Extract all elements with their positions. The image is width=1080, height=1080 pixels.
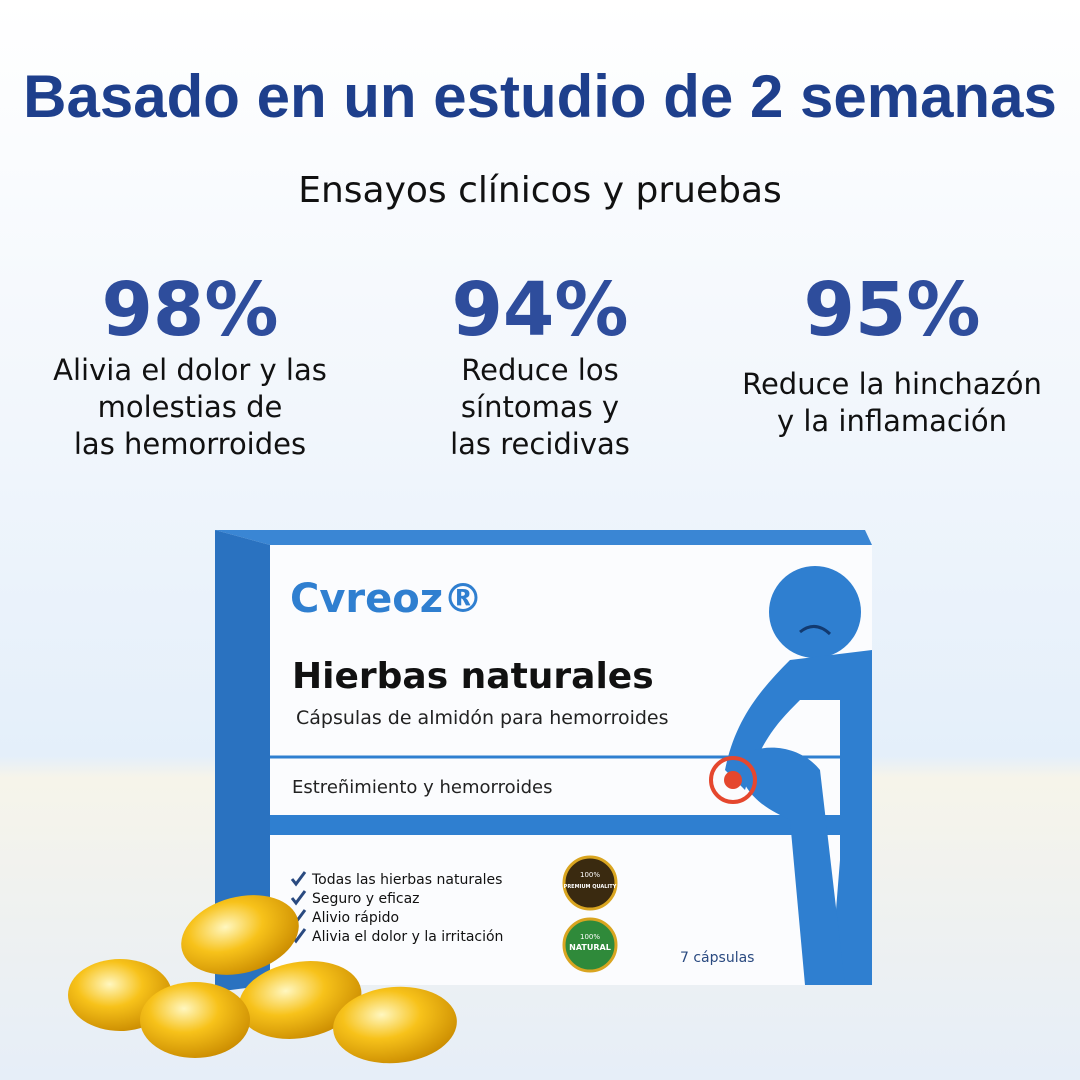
badge (562, 855, 618, 911)
pain-dot (724, 771, 742, 789)
check-icon (290, 890, 307, 906)
product-name: Hierbas naturales (292, 656, 654, 697)
benefits: Todas las hierbas naturales Seguro y efic… (290, 871, 503, 945)
capsules (68, 895, 457, 1064)
stat-label-line: y la inflamación (776, 404, 1008, 438)
badge (562, 917, 618, 973)
brand: Cvreoz® (290, 576, 483, 622)
face (799, 625, 832, 636)
stat-label-line: molestias de (97, 390, 283, 424)
badge-top: 100% (580, 933, 600, 941)
capsule-count: 7 cápsulas (680, 950, 754, 966)
badge-top: 100% (580, 871, 600, 879)
box-top (215, 530, 872, 545)
stat-label-line: las hemorroides (73, 427, 307, 461)
stat: 98% Alivia el dolor y las molestias de las … (20, 268, 360, 463)
figure (725, 566, 872, 985)
benefit: Alivia el dolor y la irritación (312, 929, 503, 945)
check-icon (290, 871, 307, 887)
stat-label-line: Reduce los (461, 353, 619, 387)
stat-label: Alivia el dolor y las molestias de las hem… (20, 352, 360, 463)
tagline: Estreñimiento y hemorroides (292, 777, 553, 798)
badge-label: NATURAL (569, 943, 611, 952)
badges: 100% PREMIUM QUALITY 100% NATURAL (562, 855, 618, 973)
benefit: Seguro y eficaz (312, 891, 420, 907)
stat-value: 98% (101, 267, 279, 353)
stat-value: 94% (451, 267, 629, 353)
stat-value: 95% (803, 267, 981, 353)
benefit: Todas las hierbas naturales (311, 872, 502, 888)
stat-label-line: las recidivas (450, 427, 630, 461)
badge-label: PREMIUM QUALITY (564, 884, 617, 890)
product-description: Cápsulas de almidón para hemorroides (296, 707, 669, 729)
box-side (215, 530, 270, 992)
subtitle: Ensayos clínicos y pruebas (298, 170, 782, 211)
title: Basado en un estudio de 2 semanas (23, 63, 1057, 130)
benefit: Alivio rápido (312, 910, 399, 926)
stat: 94% Reduce los síntomas y las recidivas (370, 268, 710, 463)
pain-ring (709, 756, 757, 804)
stat: 95% Reduce la hinchazón y la inflamación (722, 268, 1062, 440)
stat-label: Reduce la hinchazón y la inflamación (722, 366, 1062, 440)
stat-label-line: síntomas y (460, 390, 620, 424)
stat-label-line: Reduce la hinchazón (742, 367, 1042, 401)
stat-label: Reduce los síntomas y las recidivas (370, 352, 710, 463)
stat-label-line: Alivia el dolor y las (53, 353, 327, 387)
stripe-band (270, 815, 872, 835)
